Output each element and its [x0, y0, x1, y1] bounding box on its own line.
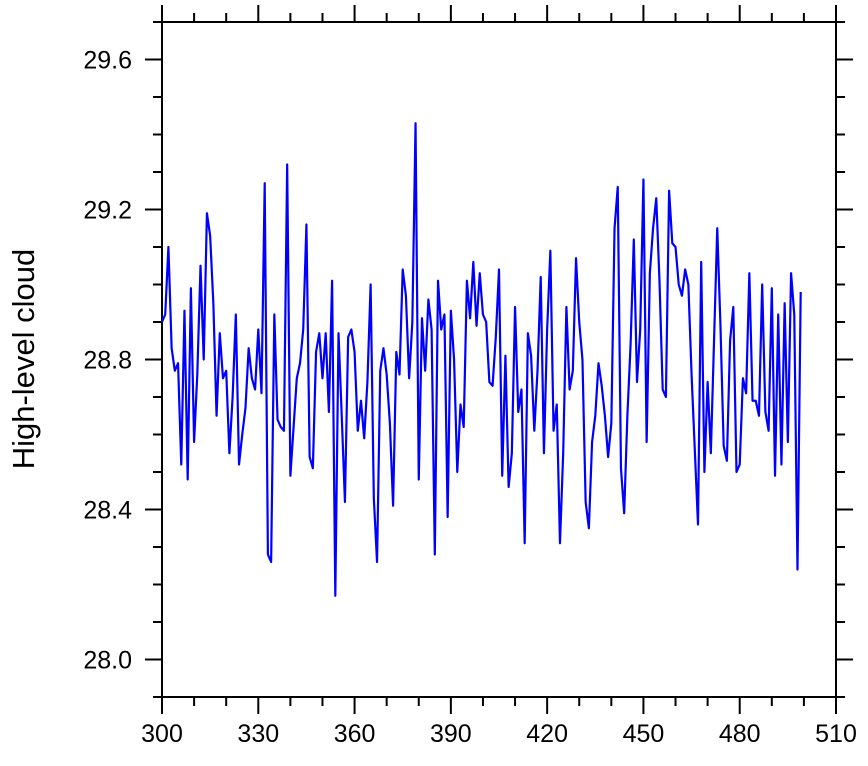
y-tick-label: 29.2 [83, 197, 132, 225]
x-tick-label: 420 [526, 720, 568, 748]
y-tick-label: 28.4 [83, 497, 132, 525]
x-tick-label: 330 [237, 720, 279, 748]
x-tick-label: 450 [623, 720, 665, 748]
x-tick-label: 510 [815, 720, 857, 748]
x-tick-label: 360 [334, 720, 376, 748]
y-tick-label: 29.6 [83, 47, 132, 75]
y-tick-label: 28.0 [83, 647, 132, 675]
x-tick-label: 480 [719, 720, 761, 748]
data-line [160, 122, 802, 597]
x-tick-label: 390 [430, 720, 472, 748]
y-axis-label: High-level cloud [6, 249, 41, 470]
y-tick-label: 28.8 [83, 347, 132, 375]
x-tick-label: 300 [141, 720, 183, 748]
